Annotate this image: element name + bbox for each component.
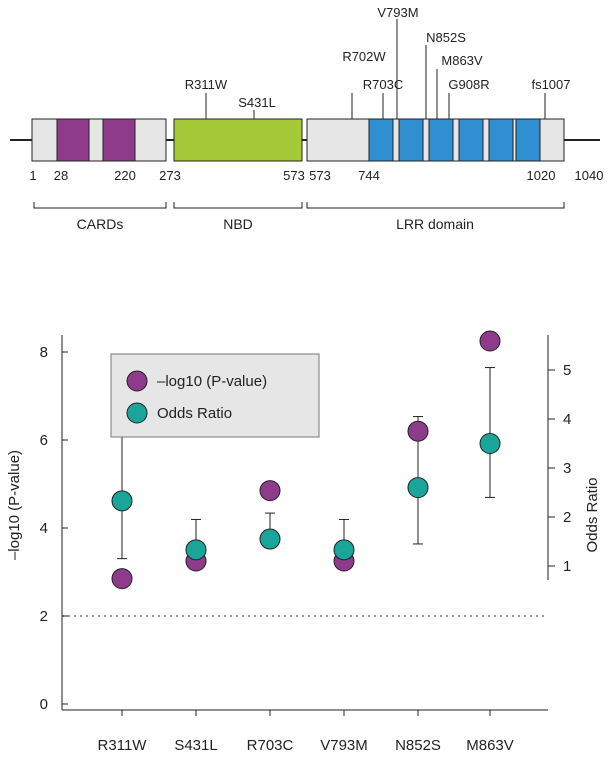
- x-tick-label: S431L: [174, 737, 217, 754]
- odds-ratio-point: [185, 539, 207, 561]
- position-label-573a: 573: [283, 168, 305, 183]
- mutation-label-n852s: N852S: [426, 30, 466, 45]
- data-points: [111, 330, 501, 590]
- domain-label-lrr: LRR domain: [396, 216, 474, 232]
- mutation-label-v793m: V793M: [377, 5, 418, 20]
- lrr-repeat-4: [458, 118, 484, 162]
- mutation-stems: [205, 19, 546, 119]
- x-tick-label: M863V: [466, 737, 514, 754]
- position-label-573b: 573: [309, 168, 331, 183]
- bracket-nbd: [173, 202, 303, 209]
- right-tick-label: 1: [563, 558, 571, 575]
- x-tick-label: R703C: [247, 737, 294, 754]
- odds-ratio-point: [111, 490, 133, 512]
- legend: –log10 (P-value) Odds Ratio: [110, 353, 320, 438]
- mutation-label-g908r: G908R: [448, 77, 489, 92]
- left-axis-ticks: 0 2 4 6 8: [40, 344, 68, 713]
- left-tick-label: 6: [40, 432, 48, 449]
- mutation-label-m863v: M863V: [441, 53, 483, 68]
- left-tick-label: 4: [40, 520, 48, 537]
- x-tick-label: V793M: [320, 737, 368, 754]
- pvalue-point: [407, 420, 429, 442]
- position-label-220: 220: [114, 168, 136, 183]
- lrr-repeat-6: [515, 118, 541, 162]
- right-tick-label: 2: [563, 509, 571, 526]
- backbone-segment-cards: [31, 118, 167, 162]
- position-label-744: 744: [358, 168, 380, 183]
- odds-ratio-point: [259, 528, 281, 550]
- nbd-domain: [173, 118, 303, 162]
- legend-label-pvalue: –log10 (P-value): [157, 373, 267, 390]
- domain-label-nbd: NBD: [223, 216, 253, 232]
- position-label-1: 1: [29, 168, 36, 183]
- mutation-label-r702w: R702W: [342, 49, 386, 64]
- x-axis-ticks: R311W S431L R703C V793M N852S M863V: [98, 710, 514, 754]
- pvalue-point: [259, 480, 281, 502]
- right-tick-label: 5: [563, 362, 571, 379]
- right-axis-ticks: 1 2 3 4 5: [548, 362, 571, 575]
- mutation-label-s431l: S431L: [238, 95, 276, 110]
- legend-box: [110, 353, 320, 438]
- legend-label-odds-ratio: Odds Ratio: [157, 405, 232, 422]
- odds-ratio-point: [407, 477, 429, 499]
- x-tick-label: N852S: [395, 737, 441, 754]
- left-tick-label: 2: [40, 608, 48, 625]
- x-tick-label: R311W: [98, 737, 148, 754]
- legend-marker-pvalue: [126, 370, 148, 392]
- bracket-lrr: [306, 202, 565, 209]
- position-label-1020: 1020: [527, 168, 556, 183]
- bracket-cards: [33, 202, 167, 209]
- lrr-repeat-3: [428, 118, 454, 162]
- y-axis-label-left: –log10 (P-value): [6, 450, 23, 560]
- pvalue-point: [111, 568, 133, 590]
- protein-domain-diagram: R311W S431L R702W R703C V793M N852S M863…: [10, 5, 603, 232]
- domain-label-cards: CARDs: [77, 216, 124, 232]
- right-tick-label: 4: [563, 411, 571, 428]
- left-tick-label: 0: [40, 696, 48, 713]
- lrr-repeat-1: [368, 118, 394, 162]
- mutation-label-r311w: R311W: [185, 77, 228, 92]
- odds-ratio-point: [479, 433, 501, 454]
- lrr-repeat-2: [398, 118, 424, 162]
- y-axis-label-right: Odds Ratio: [584, 477, 601, 552]
- lrr-repeat-5: [488, 118, 514, 162]
- position-label-28: 28: [54, 168, 68, 183]
- left-tick-label: 8: [40, 344, 48, 361]
- card-domain-1: [56, 118, 90, 162]
- odds-ratio-point: [333, 539, 355, 561]
- legend-marker-odds-ratio: [126, 402, 148, 424]
- association-chart: 0 2 4 6 8 1 2 3 4 5 R311W S431L R703C V793M N852S M86…: [6, 330, 601, 754]
- card-domain-2: [102, 118, 136, 162]
- right-tick-label: 3: [563, 460, 571, 477]
- mutation-label-r703c: R703C: [363, 77, 403, 92]
- mutation-label-fs1007: fs1007: [531, 77, 570, 92]
- pvalue-point: [479, 330, 501, 352]
- position-label-273: 273: [159, 168, 181, 183]
- position-label-1040: 1040: [575, 168, 604, 183]
